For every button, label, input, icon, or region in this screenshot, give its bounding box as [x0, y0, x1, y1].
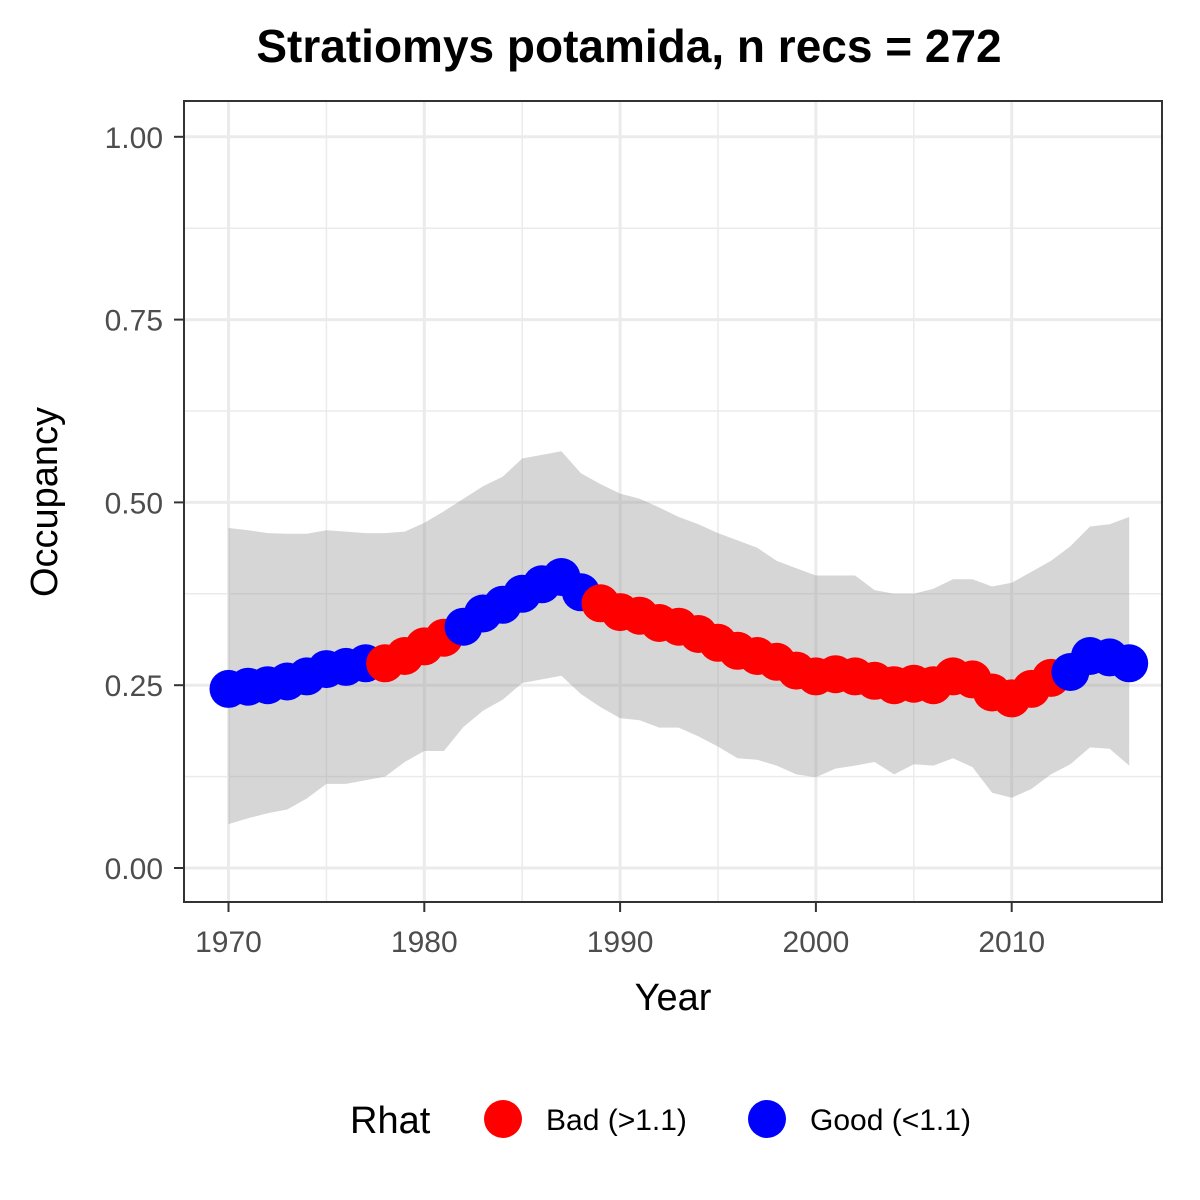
y-tick-label: 1.00: [105, 122, 163, 155]
data-points-layer: [209, 558, 1149, 718]
x-axis-title: Year: [635, 977, 712, 1019]
legend-title: Rhat: [350, 1100, 431, 1142]
y-tick-label: 0.75: [105, 305, 163, 338]
x-tick-label: 1970: [195, 926, 262, 959]
major-gridlines: [184, 101, 1162, 902]
y-tick-label: 0.50: [105, 487, 163, 520]
legend-key-bad: [484, 1100, 522, 1138]
chart-title: Stratiomys potamida, n recs = 272: [256, 20, 1001, 72]
x-tick-label: 1980: [391, 926, 458, 959]
y-tick-label: 0.00: [105, 853, 163, 886]
x-axis: 1970 1980 1990 2000 2010: [195, 902, 1045, 959]
y-tick-label: 0.25: [105, 670, 163, 703]
legend-key-good: [748, 1100, 786, 1138]
x-tick-label: 2010: [978, 926, 1045, 959]
legend: Rhat Bad (>1.1) Good (<1.1): [350, 1100, 971, 1142]
data-point: [1110, 644, 1149, 683]
x-tick-label: 2000: [783, 926, 850, 959]
y-axis: 0.00 0.25 0.50 0.75 1.00: [105, 122, 184, 886]
legend-label-good: Good (<1.1): [810, 1104, 971, 1137]
legend-label-bad: Bad (>1.1): [546, 1104, 687, 1137]
y-axis-title: Occupancy: [24, 407, 66, 597]
x-tick-label: 1990: [587, 926, 654, 959]
